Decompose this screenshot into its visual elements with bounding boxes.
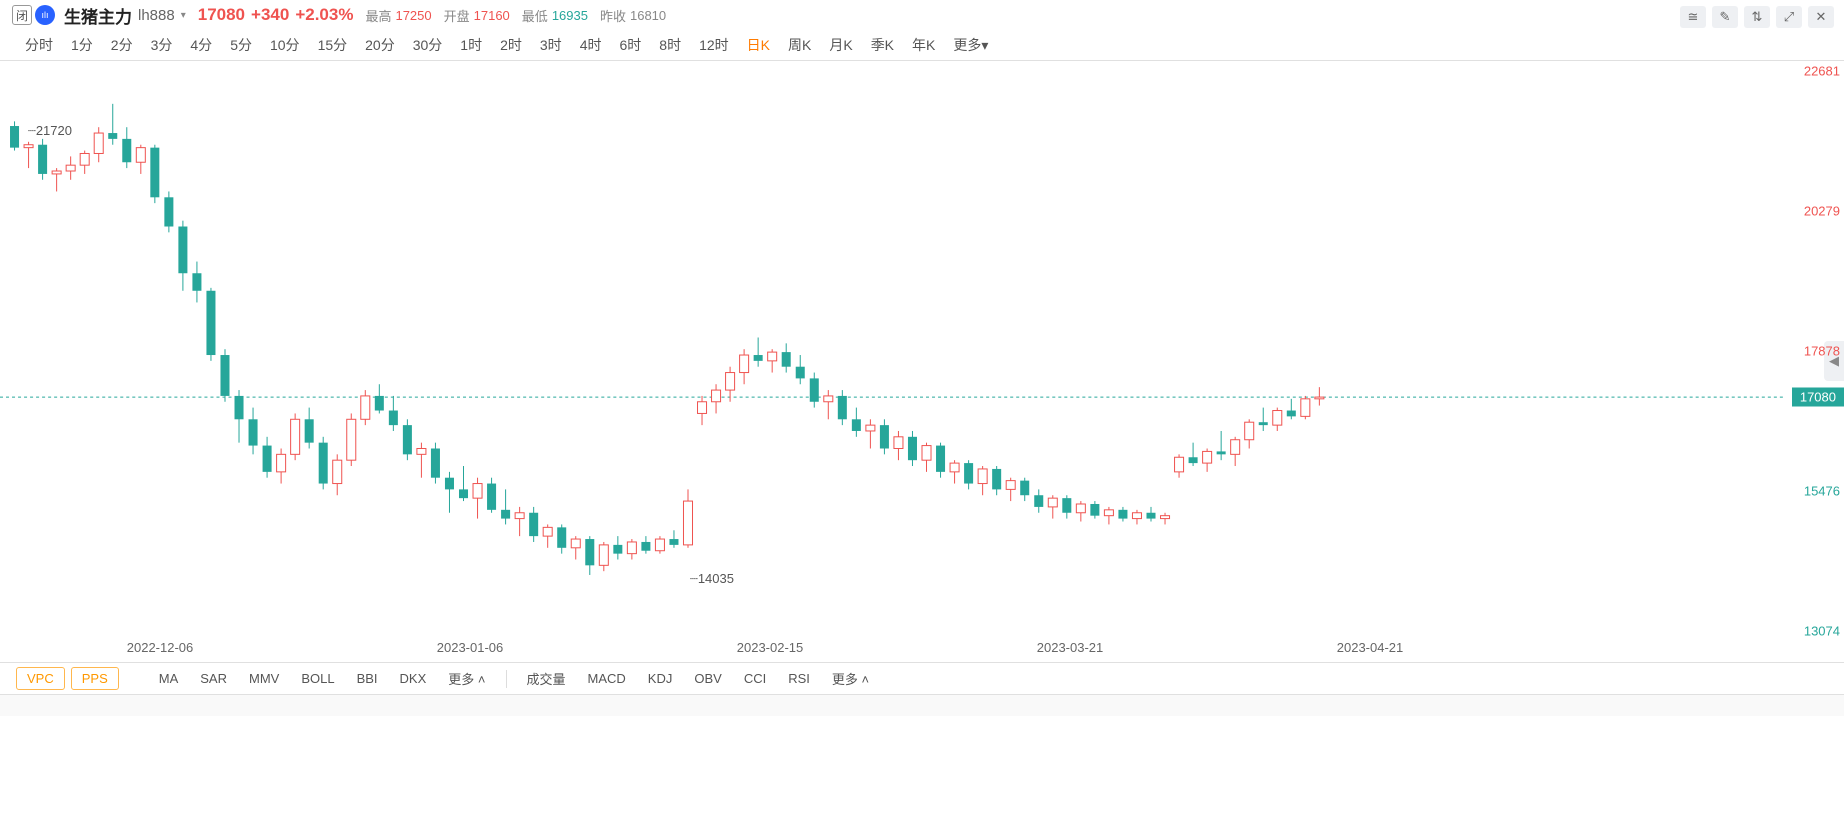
indicator-BBI[interactable]: BBI bbox=[349, 668, 386, 689]
indicator-SAR[interactable]: SAR bbox=[192, 668, 235, 689]
timeframe-5分[interactable]: 5分 bbox=[221, 31, 261, 59]
tool-btn-2[interactable]: ⇅ bbox=[1744, 6, 1770, 28]
timeframe-4分[interactable]: 4分 bbox=[181, 31, 221, 59]
footer-bar bbox=[0, 694, 1844, 716]
symbol-dropdown[interactable]: ▾ bbox=[181, 10, 186, 21]
high-label: 最高 bbox=[365, 6, 391, 25]
timeframe-年K[interactable]: 年K bbox=[903, 31, 944, 59]
info-icon[interactable]: ılı bbox=[35, 5, 55, 25]
timeframe-季K[interactable]: 季K bbox=[862, 31, 903, 59]
current-price-tag: 17080 bbox=[1792, 388, 1844, 407]
timeframe-1分[interactable]: 1分 bbox=[62, 31, 102, 59]
price-annotation: ┈21720 bbox=[28, 123, 72, 139]
timeframe-更多▾[interactable]: 更多▾ bbox=[944, 31, 997, 59]
prev-value: 16810 bbox=[630, 8, 666, 23]
timeframe-2分[interactable]: 2分 bbox=[102, 31, 142, 59]
timeframe-分时[interactable]: 分时 bbox=[16, 31, 62, 59]
indicator-更多 ˄[interactable]: 更多 ˄ bbox=[440, 666, 493, 691]
x-tick-label: 2023-01-06 bbox=[437, 640, 504, 655]
indicator-bar: VPCPPSMASARMMVBOLLBBIDKX更多 ˄成交量MACDKDJOB… bbox=[0, 662, 1844, 694]
x-tick-label: 2023-02-15 bbox=[737, 640, 804, 655]
tool-btn-1[interactable]: ✎ bbox=[1712, 6, 1738, 28]
tool-btn-4[interactable]: ✕ bbox=[1808, 6, 1834, 28]
y-tick-label: 13074 bbox=[1804, 624, 1840, 639]
indicator-BOLL[interactable]: BOLL bbox=[293, 668, 342, 689]
timeframe-月K[interactable]: 月K bbox=[820, 31, 861, 59]
timeframe-4时[interactable]: 4时 bbox=[571, 31, 611, 59]
open-label: 开盘 bbox=[444, 6, 470, 25]
y-tick-label: 15476 bbox=[1804, 483, 1840, 498]
symbol-name: 生猪主力 bbox=[64, 3, 132, 28]
y-tick-label: 22681 bbox=[1804, 64, 1840, 79]
x-tick-label: 2023-04-21 bbox=[1337, 640, 1404, 655]
prev-label: 昨收 bbox=[600, 6, 626, 25]
tool-btn-3[interactable]: ⤢ bbox=[1776, 6, 1802, 28]
indicator-更多 ˄[interactable]: 更多 ˄ bbox=[824, 666, 877, 691]
symbol-code: lh888 bbox=[138, 7, 175, 24]
timeframe-3分[interactable]: 3分 bbox=[142, 31, 182, 59]
timeframe-12时[interactable]: 12时 bbox=[690, 31, 738, 59]
timeframe-周K[interactable]: 周K bbox=[779, 31, 820, 59]
price-change-pct: +2.03% bbox=[295, 5, 353, 25]
indicator-MACD[interactable]: MACD bbox=[580, 668, 634, 689]
open-value: 17160 bbox=[474, 8, 510, 23]
close-char-icon[interactable]: 闭 bbox=[12, 5, 32, 25]
indicator-成交量[interactable]: 成交量 bbox=[519, 666, 574, 691]
timeframe-20分[interactable]: 20分 bbox=[356, 31, 404, 59]
high-value: 17250 bbox=[395, 8, 431, 23]
timeframe-30分[interactable]: 30分 bbox=[404, 31, 452, 59]
price-annotation: ┈14035 bbox=[690, 571, 734, 587]
timeframe-bar: 分时1分2分3分4分5分10分15分20分30分1时2时3时4时6时8时12时日… bbox=[0, 30, 1844, 60]
indicator-DKX[interactable]: DKX bbox=[392, 668, 435, 689]
low-label: 最低 bbox=[522, 6, 548, 25]
chart-area[interactable]: ◀ 226812027917878154761307417080┈21720┈1… bbox=[0, 60, 1844, 640]
indicator-MA[interactable]: MA bbox=[151, 668, 187, 689]
toolbar-right: ≅ ✎ ⇅ ⤢ ✕ bbox=[1680, 6, 1834, 28]
indicator-MMV[interactable]: MMV bbox=[241, 668, 287, 689]
timeframe-2时[interactable]: 2时 bbox=[491, 31, 531, 59]
x-axis: 2022-12-06 2023-01-06 2023-02-15 2023-03-21… bbox=[0, 640, 1844, 662]
y-tick-label: 20279 bbox=[1804, 204, 1840, 219]
tool-btn-0[interactable]: ≅ bbox=[1680, 6, 1706, 28]
timeframe-1时[interactable]: 1时 bbox=[451, 31, 491, 59]
y-tick-label: 17878 bbox=[1804, 343, 1840, 358]
indicator-CCI[interactable]: CCI bbox=[736, 668, 774, 689]
x-tick-label: 2022-12-06 bbox=[127, 640, 194, 655]
low-value: 16935 bbox=[552, 8, 588, 23]
timeframe-8时[interactable]: 8时 bbox=[650, 31, 690, 59]
indicator-KDJ[interactable]: KDJ bbox=[640, 668, 681, 689]
last-price: 17080 bbox=[198, 5, 245, 25]
indicator-btn-PPS[interactable]: PPS bbox=[71, 667, 119, 690]
indicator-RSI[interactable]: RSI bbox=[780, 668, 818, 689]
indicator-OBV[interactable]: OBV bbox=[686, 668, 729, 689]
timeframe-6时[interactable]: 6时 bbox=[610, 31, 650, 59]
timeframe-10分[interactable]: 10分 bbox=[261, 31, 309, 59]
indicator-btn-VPC[interactable]: VPC bbox=[16, 667, 65, 690]
x-tick-label: 2023-03-21 bbox=[1037, 640, 1104, 655]
timeframe-日K[interactable]: 日K bbox=[738, 31, 779, 59]
candlestick-chart bbox=[0, 61, 1844, 640]
price-change: +340 bbox=[251, 5, 289, 25]
header-bar: 闭 ılı 生猪主力 lh888 ▾ 17080 +340 +2.03% 最高 … bbox=[0, 0, 1844, 30]
timeframe-3时[interactable]: 3时 bbox=[531, 31, 571, 59]
timeframe-15分[interactable]: 15分 bbox=[309, 31, 357, 59]
